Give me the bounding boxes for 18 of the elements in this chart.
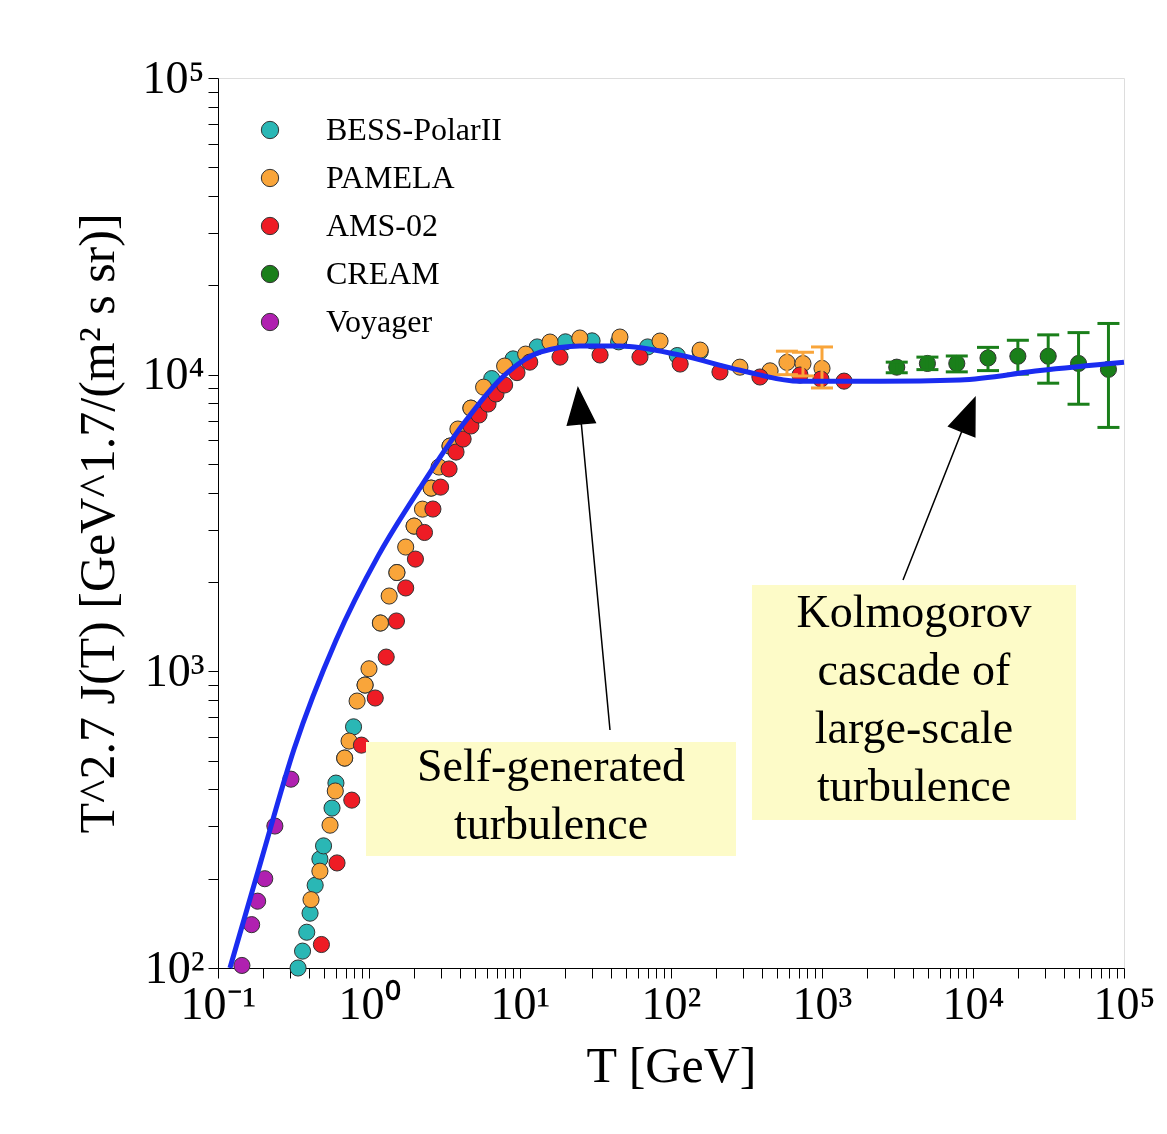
x-tick-label: 10⁴	[942, 977, 1005, 1029]
y-axis-title: T^2.7 J(T) [GeV^1.7/(m² s sr)]	[69, 213, 126, 834]
x-axis-title: T [GeV]	[586, 1036, 757, 1093]
x-tick-label: 10³	[792, 977, 853, 1029]
legend-label: PAMELA	[326, 159, 455, 195]
x-tick-label: 10⁰	[338, 977, 401, 1029]
x-tick-label: 10²	[641, 977, 702, 1029]
y-tick-label: 10⁴	[142, 348, 205, 400]
legend-label: BESS-PolarII	[326, 111, 502, 147]
x-tick-label: 10⁵	[1093, 977, 1156, 1029]
y-tick-label: 10³	[144, 644, 205, 696]
legend-label: Voyager	[326, 303, 433, 339]
annotation: Kolmogorov cascade of large-scale turbulence	[796, 585, 1032, 811]
legend-label: AMS-02	[326, 207, 439, 243]
annotation: Self-generated turbulence	[416, 740, 686, 849]
legend-label: CREAM	[326, 255, 440, 291]
x-tick-label: 10¹	[490, 977, 551, 1029]
y-tick-label: 10⁵	[142, 51, 205, 103]
